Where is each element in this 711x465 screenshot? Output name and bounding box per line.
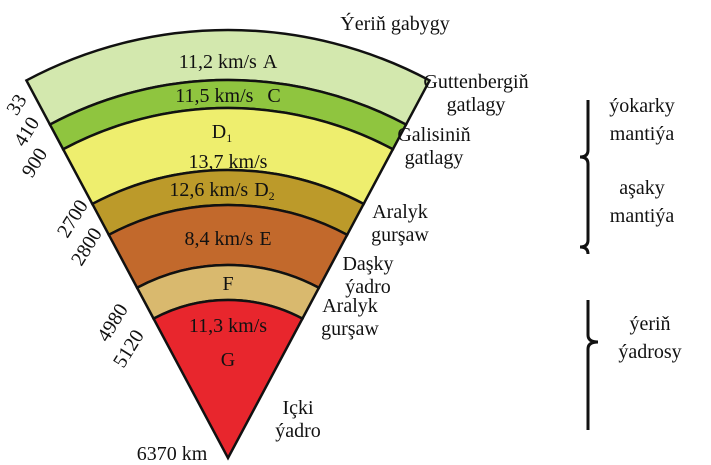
label-part: D [212,121,226,143]
braces [580,100,598,430]
layer-label: 11,2 km/s A [179,51,278,73]
brace-mantle [580,100,588,254]
earth-diagram: Ýeriň gabygy 11,2 km/sA11,5 km/sCD113,7 … [0,0,711,465]
boundary-label: Galisiniň [397,124,470,146]
zone-label: aşaky [619,177,665,199]
zone-label: ýadrosy [618,341,681,363]
layer-letter: F [222,273,233,295]
depth-label: 900 [18,144,53,181]
boundary-label: gurşaw [371,224,429,246]
boundary-label: gatlagy [405,147,464,169]
layer-label: 12,6 km/s D2 [169,179,274,203]
label-part: D [254,179,268,201]
boundary-label: gatlagy [447,94,506,116]
title: Ýeriň gabygy [340,12,449,35]
zone-label: mantiýa [610,123,675,145]
label-part: 8,4 km/s [184,228,253,250]
label-part: C [267,85,280,107]
zone-label: ýeriň [629,313,670,335]
layer-speed: 11,3 km/s [189,315,267,337]
depth-label: 6370 km [137,443,208,465]
boundary-label: Içki [282,397,314,419]
label-part: 11,5 km/s [175,85,253,107]
boundary-label: Daşky [342,253,393,275]
label-part: 11,2 km/s [179,51,257,73]
label-part: E [259,228,271,250]
subscript: 2 [269,189,275,203]
layer-label: 8,4 km/s E [184,228,271,250]
boundary-label: ýadro [275,420,321,442]
boundary-label: Aralyk [372,201,428,223]
layer-speed: 13,7 km/s [189,151,268,173]
boundary-label: Guttenbergiň [423,71,528,93]
boundary-label: Aralyk [322,295,378,317]
zone-label: ýokarky [609,95,675,117]
label-part: 12,6 km/s [169,179,248,201]
label-part: A [263,51,278,73]
subscript: 1 [226,131,232,145]
depth-label: 410 [10,113,45,150]
boundary-label: gurşaw [321,318,379,340]
zone-label: mantiýa [610,205,675,227]
layer-letter: G [221,349,235,371]
brace-core [588,300,598,430]
